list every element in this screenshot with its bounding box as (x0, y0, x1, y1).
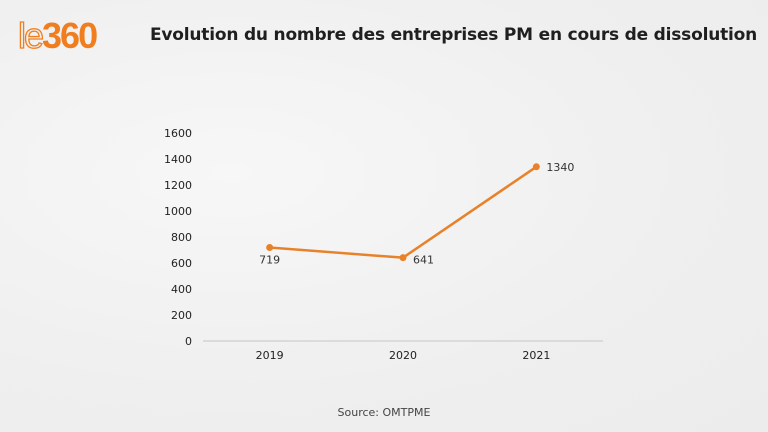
y-tick-label: 600 (171, 257, 192, 270)
series-line (269, 165, 538, 259)
data-label: 719 (259, 254, 280, 267)
data-point (266, 244, 274, 252)
le360-logo: le 360 (17, 14, 98, 56)
data-point (399, 254, 407, 262)
y-tick-label: 200 (171, 309, 192, 322)
x-tick-label: 2019 (256, 349, 284, 362)
data-label: 1340 (546, 161, 574, 174)
chart-title: Evolution du nombre des entreprises PM e… (150, 25, 758, 45)
y-tick-label: 1200 (164, 179, 192, 192)
y-axis-ticks: 0 200 400 600 800 1000 1200 1400 1600 (164, 127, 192, 348)
data-points (266, 163, 540, 262)
logo-number: 360 (42, 15, 98, 56)
logo-prefix: le (17, 15, 44, 56)
x-tick-label: 2020 (389, 349, 417, 362)
x-tick-label: 2021 (522, 349, 550, 362)
y-tick-label: 1000 (164, 205, 192, 218)
data-labels: 719 641 1340 (259, 161, 574, 267)
data-label: 641 (413, 254, 434, 267)
data-point (532, 163, 540, 171)
y-tick-label: 1600 (164, 127, 192, 140)
y-tick-label: 800 (171, 231, 192, 244)
y-tick-label: 400 (171, 283, 192, 296)
y-tick-label: 1400 (164, 153, 192, 166)
source-note: Source: OMTPME (337, 406, 431, 419)
y-tick-label: 0 (185, 335, 192, 348)
x-axis-ticks: 2019 2020 2021 (256, 349, 551, 362)
